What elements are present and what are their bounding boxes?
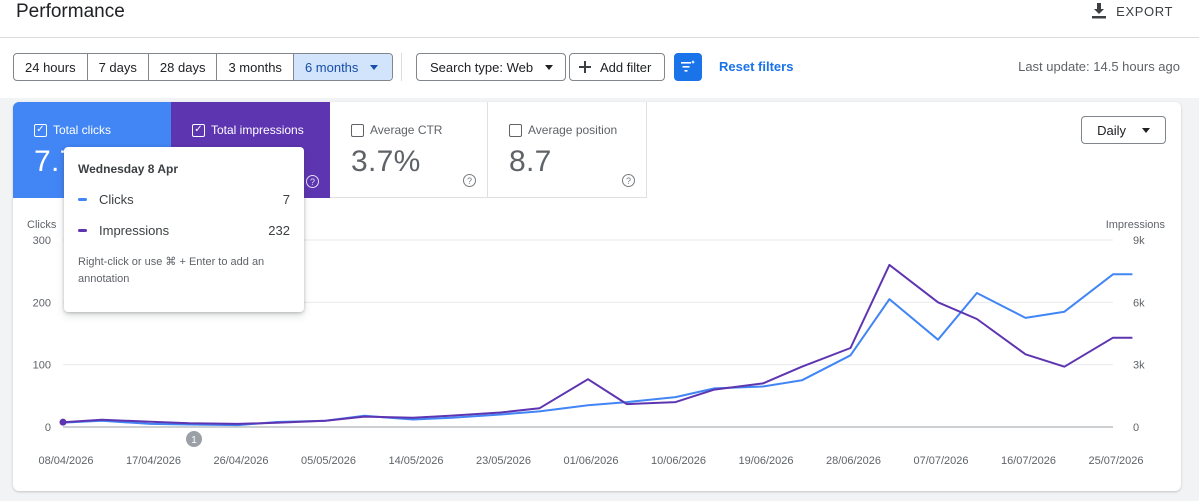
left-axis-tick: 100 <box>33 360 51 372</box>
search-type-dropdown[interactable]: Search type: Web <box>416 53 567 81</box>
annotation-marker-icon <box>186 431 202 447</box>
chart-tooltip: Wednesday 8 Apr Clicks 7 Impressions 232… <box>64 147 304 312</box>
left-axis-tick: 300 <box>33 235 51 247</box>
filter-settings-button[interactable] <box>674 53 702 81</box>
chevron-down-icon <box>370 64 379 70</box>
tooltip-value: 7 <box>282 192 290 207</box>
tooltip-row-impressions: Impressions 232 <box>78 223 290 238</box>
page-header: Performance EXPORT <box>0 0 1199 38</box>
right-axis-tick: 0 <box>1133 422 1139 434</box>
x-axis-tick: 16/07/2026 <box>1001 455 1056 467</box>
help-icon[interactable]: ? <box>306 175 319 188</box>
performance-chart[interactable]: 0 100 200 300 0 3k 6k 9k Clicks Impressions 08/04/… <box>13 212 1181 482</box>
range-7-days[interactable]: 7 days <box>88 54 149 80</box>
x-axis-tick: 19/06/2026 <box>738 455 793 467</box>
help-icon[interactable]: ? <box>622 174 635 187</box>
tooltip-label: Clicks <box>99 192 134 207</box>
right-axis-tick: 9k <box>1133 235 1145 247</box>
page-title: Performance <box>16 1 125 22</box>
range-24-hours[interactable]: 24 hours <box>14 54 88 80</box>
hover-point <box>59 418 67 426</box>
range-3-months[interactable]: 3 months <box>217 54 294 80</box>
metric-label: Average CTR <box>370 123 443 137</box>
x-axis-tick: 28/06/2026 <box>826 455 881 467</box>
x-axis-tick: 10/06/2026 <box>651 455 706 467</box>
filter-bar: 24 hours 7 days 28 days 3 months 6 month… <box>0 38 1199 98</box>
tooltip-row-clicks: Clicks 7 <box>78 192 290 207</box>
metric-value: 8.7 <box>509 145 552 178</box>
left-axis-tick: 0 <box>45 422 51 434</box>
annotation-marker-label: 1 <box>191 435 197 446</box>
download-icon <box>1092 3 1107 19</box>
reset-filters-link[interactable]: Reset filters <box>719 59 794 74</box>
add-filter-label: Add filter <box>600 59 652 75</box>
range-label: 3 months <box>228 59 282 75</box>
tooltip-value: 232 <box>268 223 290 238</box>
right-axis-tick: 3k <box>1133 360 1145 372</box>
metric-label: Total impressions <box>211 123 304 137</box>
tooltip-label: Impressions <box>99 223 170 238</box>
checkbox-empty-icon[interactable] <box>351 123 364 137</box>
granularity-dropdown[interactable]: Daily <box>1081 116 1166 144</box>
x-axis-tick: 17/04/2026 <box>126 455 181 467</box>
chevron-down-icon <box>1142 127 1150 133</box>
x-axis-tick: 08/04/2026 <box>38 455 93 467</box>
x-axis-tick: 26/04/2026 <box>213 455 268 467</box>
metric-label: Average position <box>528 123 618 137</box>
checkbox-empty-icon[interactable] <box>509 123 522 137</box>
range-label: 24 hours <box>25 59 76 75</box>
metric-average-position[interactable]: Average position 8.7 ? <box>488 102 647 198</box>
tooltip-hint: Right-click or use ⌘ + Enter to add an a… <box>78 256 265 285</box>
range-label: 6 months <box>304 59 359 75</box>
impressions-legend-icon <box>78 229 87 232</box>
metric-label: Total clicks <box>53 123 112 137</box>
x-axis-tick: 05/05/2026 <box>301 455 356 467</box>
checkbox-checked-icon[interactable]: ✓ <box>34 123 47 137</box>
date-range-selector: 24 hours 7 days 28 days 3 months 6 month… <box>13 53 394 81</box>
chevron-down-icon <box>545 64 554 70</box>
right-axis-tick: 6k <box>1133 297 1145 309</box>
export-button[interactable]: EXPORT <box>1092 0 1173 22</box>
range-28-days[interactable]: 28 days <box>149 54 218 80</box>
tooltip-date: Wednesday 8 Apr <box>78 162 179 176</box>
x-axis-tick: 14/05/2026 <box>388 455 443 467</box>
range-6-months[interactable]: 6 months <box>293 54 393 80</box>
right-axis-label: Impressions <box>1106 219 1166 231</box>
left-axis-tick: 200 <box>33 297 51 309</box>
help-icon[interactable]: ? <box>463 174 476 187</box>
filter-list-icon <box>681 60 695 72</box>
x-axis-tick: 23/05/2026 <box>476 455 531 467</box>
range-label: 28 days <box>159 59 206 75</box>
checkbox-checked-icon[interactable]: ✓ <box>192 123 205 137</box>
left-axis-label: Clicks <box>27 219 57 231</box>
metric-value: 3.7% <box>351 145 421 178</box>
range-label: 7 days <box>98 59 137 75</box>
series-line-impressions <box>62 263 1133 425</box>
add-filter-button[interactable]: Add filter <box>569 53 666 81</box>
last-update-text: Last update: 14.5 hours ago <box>1018 59 1180 74</box>
clicks-legend-icon <box>78 198 87 201</box>
search-type-label: Search type: Web <box>430 59 534 75</box>
export-label: EXPORT <box>1116 3 1173 19</box>
plus-icon <box>579 61 591 73</box>
x-axis-tick: 07/07/2026 <box>913 455 968 467</box>
x-axis-tick: 01/06/2026 <box>563 455 618 467</box>
granularity-label: Daily <box>1097 122 1126 138</box>
x-axis-tick: 25/07/2026 <box>1088 455 1143 467</box>
metric-average-ctr[interactable]: Average CTR 3.7% ? <box>330 102 488 198</box>
divider <box>401 53 402 81</box>
